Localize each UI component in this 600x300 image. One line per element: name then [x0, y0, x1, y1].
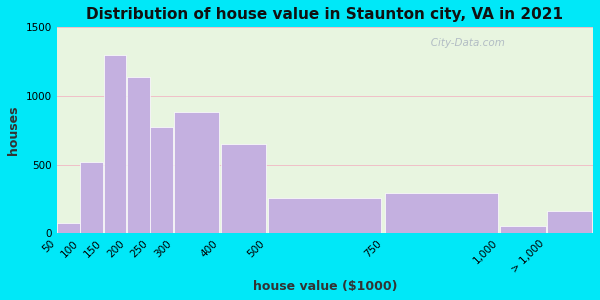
Bar [500, 226, 546, 233]
Bar [385, 193, 498, 233]
Bar [104, 55, 126, 233]
Text: City-Data.com: City-Data.com [421, 38, 505, 48]
Bar [268, 198, 382, 233]
X-axis label: house value ($1000): house value ($1000) [253, 280, 397, 293]
Y-axis label: houses: houses [7, 106, 20, 155]
Title: Distribution of house value in Staunton city, VA in 2021: Distribution of house value in Staunton … [86, 7, 563, 22]
Bar [57, 223, 80, 233]
Bar [127, 77, 149, 233]
Bar [150, 127, 173, 233]
Bar [80, 162, 103, 233]
Bar [174, 112, 219, 233]
Bar [221, 144, 266, 233]
Bar [547, 211, 592, 233]
